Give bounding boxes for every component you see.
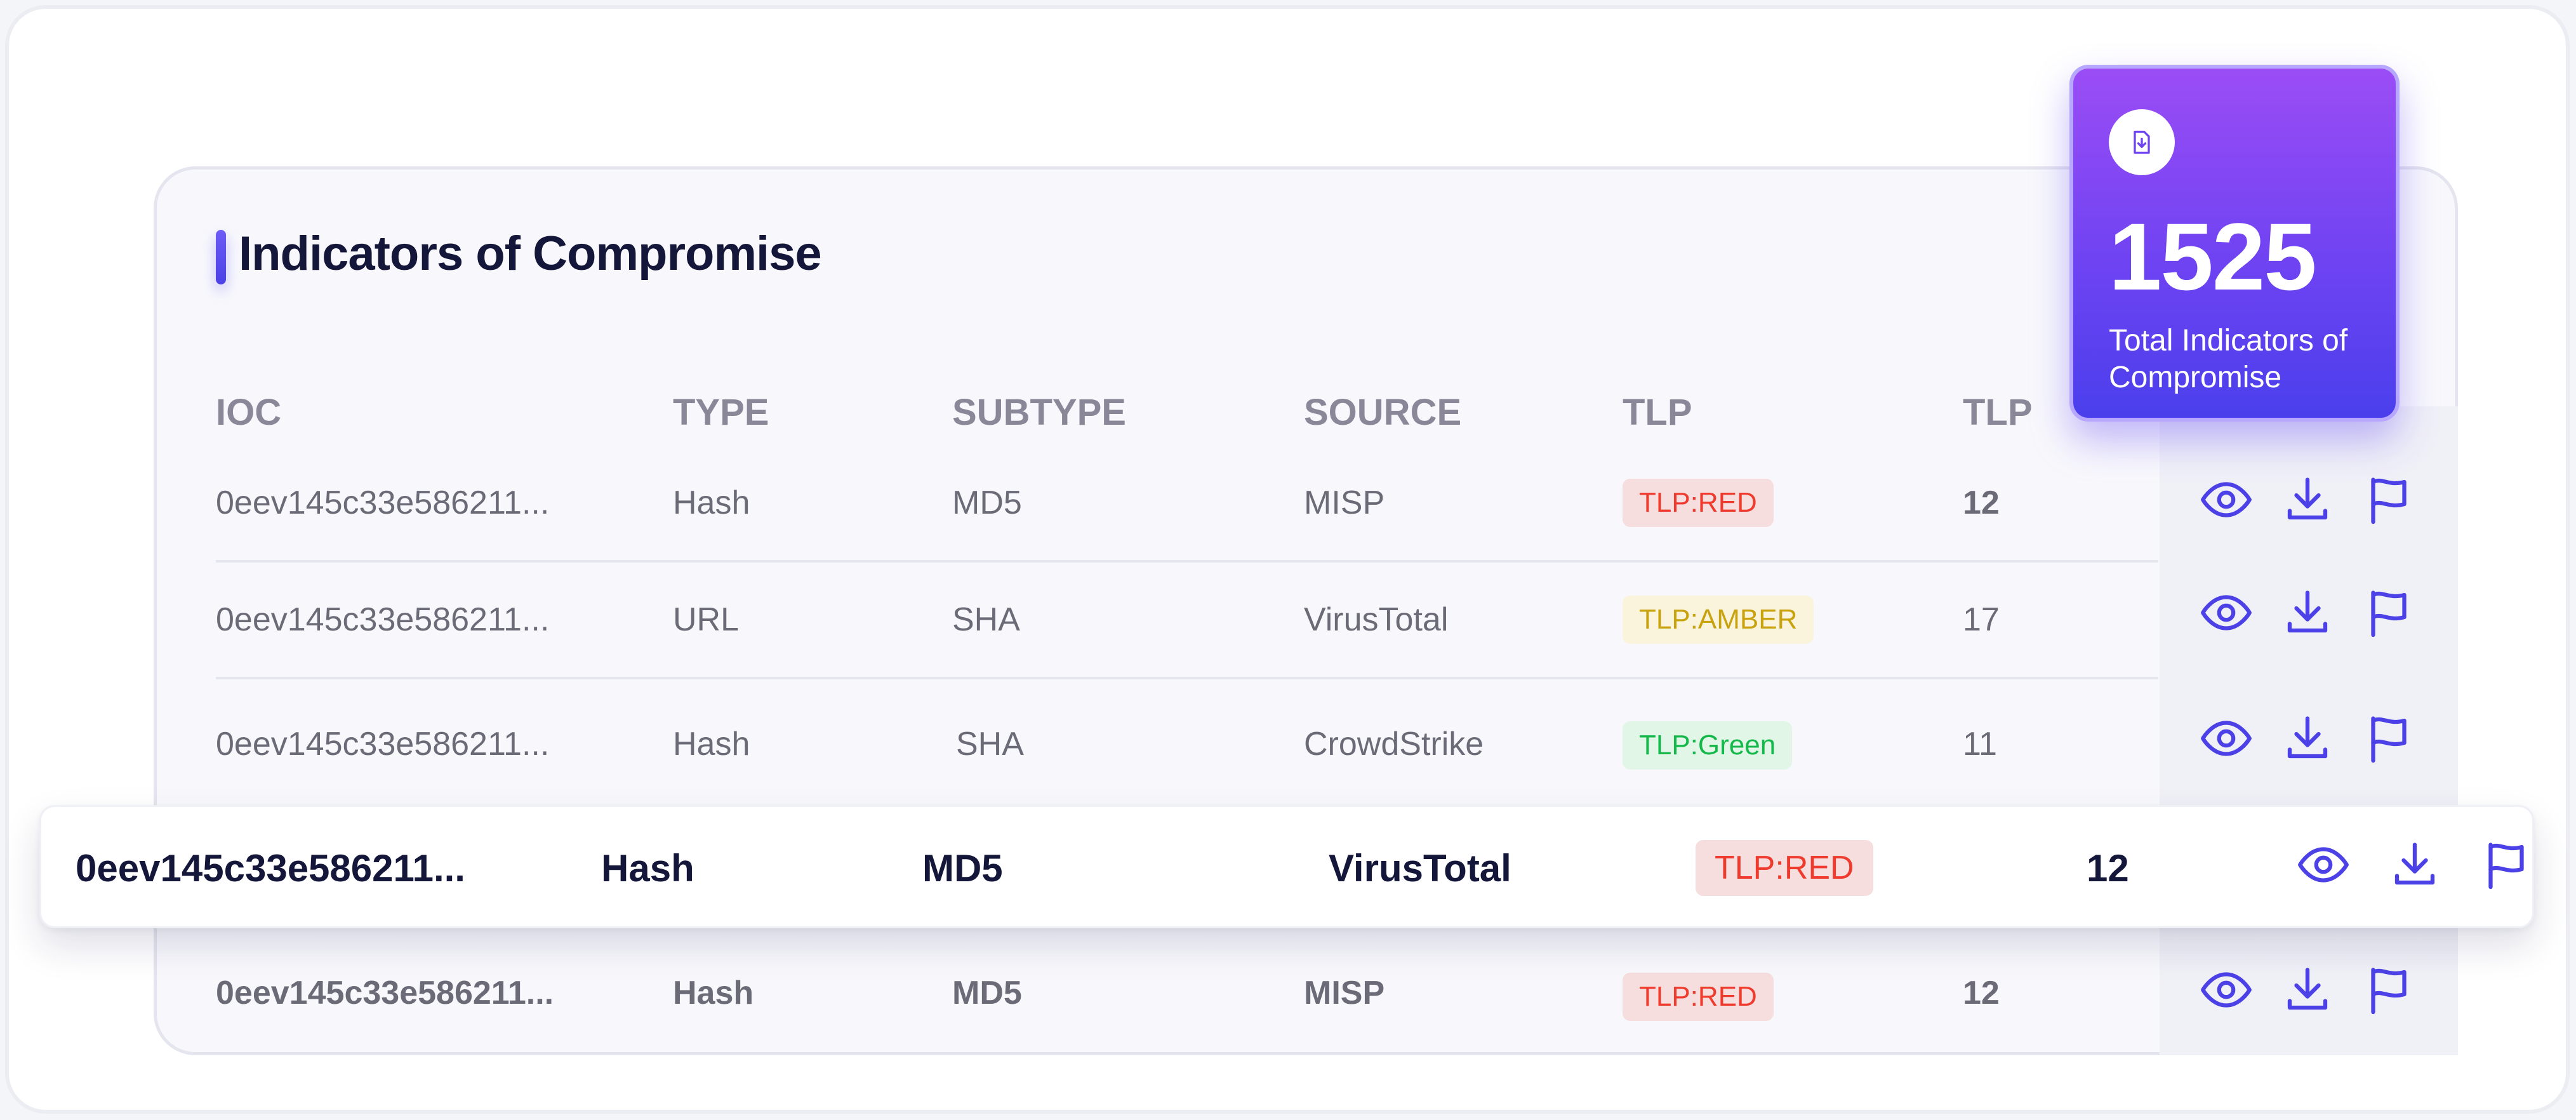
- tlp-badge: TLP:RED: [1623, 479, 1774, 527]
- total-ioc-count: 1525: [2109, 203, 2317, 310]
- ioc-value: 0eev145c33e586211...: [216, 726, 550, 763]
- source-value: MISP: [1304, 484, 1385, 521]
- column-header-subtype[interactable]: SUBTYPE: [952, 392, 1126, 433]
- tlp-count: 12: [1963, 975, 2000, 1011]
- type-value: Hash: [673, 726, 750, 763]
- flag-button[interactable]: [2478, 836, 2535, 893]
- page-title: Indicators of Compromise: [239, 227, 822, 281]
- column-header-source[interactable]: SOURCE: [1304, 392, 1462, 433]
- source-value: VirusTotal: [1329, 847, 1511, 890]
- source-value: CrowdStrike: [1304, 726, 1484, 763]
- eye-button[interactable]: [2198, 961, 2255, 1018]
- flag-button[interactable]: [2360, 471, 2417, 528]
- column-header-tlp[interactable]: TLP: [1623, 392, 1692, 433]
- download-button[interactable]: [2279, 961, 2336, 1018]
- tlp-badge: TLP:RED: [1696, 840, 1873, 896]
- flag-icon: [2362, 586, 2415, 639]
- download-icon: [2281, 963, 2334, 1017]
- column-header-ioc[interactable]: IOC: [216, 392, 282, 433]
- column-header-type[interactable]: TYPE: [673, 392, 769, 433]
- type-value: Hash: [673, 975, 754, 1011]
- eye-button[interactable]: [2295, 836, 2352, 893]
- column-header-tlp-count[interactable]: TLP: [1963, 392, 2033, 433]
- eye-icon: [2200, 586, 2253, 639]
- download-icon: [2281, 712, 2334, 765]
- title-accent-bar: [216, 230, 226, 284]
- total-ioc-stat-card: 1525 Total Indicators of Compromise: [2069, 65, 2400, 422]
- eye-icon: [2200, 712, 2253, 765]
- eye-icon: [2200, 963, 2253, 1017]
- ioc-value: 0eev145c33e586211...: [216, 484, 550, 521]
- eye-button[interactable]: [2198, 584, 2255, 641]
- row-divider: [216, 560, 2158, 563]
- subtype-value: SHA: [952, 601, 1020, 638]
- ioc-value: 0eev145c33e586211...: [76, 847, 465, 890]
- download-icon: [2388, 838, 2441, 891]
- type-value: Hash: [673, 484, 750, 521]
- subtype-value: SHA: [956, 726, 1024, 763]
- file-download-icon: [2109, 109, 2175, 175]
- eye-icon: [2200, 473, 2253, 526]
- subtype-value: MD5: [952, 484, 1022, 521]
- eye-button[interactable]: [2198, 710, 2255, 767]
- tlp-badge: TLP:RED: [1623, 973, 1774, 1021]
- tlp-count: 11: [1963, 726, 1997, 763]
- type-value: URL: [673, 601, 740, 638]
- flag-icon: [2362, 963, 2415, 1017]
- type-value: Hash: [601, 847, 694, 890]
- flag-button[interactable]: [2360, 710, 2417, 767]
- ioc-value: 0eev145c33e586211...: [216, 975, 554, 1011]
- tlp-badge: TLP:Green: [1623, 721, 1793, 770]
- download-icon: [2281, 473, 2334, 526]
- table-row-highlighted[interactable]: 0eev145c33e586211... Hash MD5 VirusTotal…: [39, 805, 2534, 928]
- flag-icon: [2362, 473, 2415, 526]
- source-value: MISP: [1304, 975, 1385, 1011]
- eye-icon: [2297, 838, 2350, 891]
- download-button[interactable]: [2279, 710, 2336, 767]
- download-icon: [2281, 586, 2334, 639]
- tlp-count: 12: [2087, 847, 2129, 890]
- ioc-value: 0eev145c33e586211...: [216, 601, 550, 638]
- tlp-count: 12: [1963, 484, 2000, 521]
- subtype-value: MD5: [952, 975, 1022, 1011]
- subtype-value: MD5: [922, 847, 1003, 890]
- source-value: VirusTotal: [1304, 601, 1449, 638]
- eye-button[interactable]: [2198, 471, 2255, 528]
- flag-icon: [2480, 838, 2533, 891]
- flag-button[interactable]: [2360, 961, 2417, 1018]
- download-button[interactable]: [2279, 584, 2336, 641]
- download-button[interactable]: [2386, 836, 2443, 893]
- flag-icon: [2362, 712, 2415, 765]
- tlp-badge: TLP:AMBER: [1623, 596, 1814, 644]
- tlp-count: 17: [1963, 601, 2000, 638]
- total-ioc-label: Total Indicators of Compromise: [2109, 324, 2348, 394]
- flag-button[interactable]: [2360, 584, 2417, 641]
- row-divider: [216, 677, 2158, 679]
- download-button[interactable]: [2279, 471, 2336, 528]
